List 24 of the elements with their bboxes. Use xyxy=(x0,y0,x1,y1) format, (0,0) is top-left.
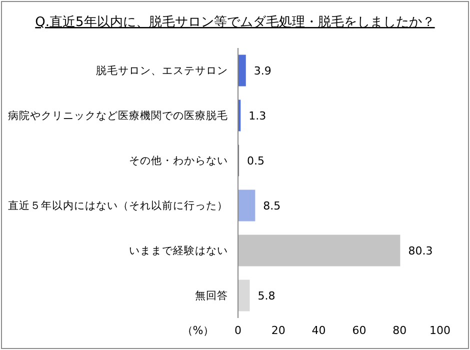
data-label: 80.3 xyxy=(408,244,433,258)
x-tick-label: 60 xyxy=(352,324,366,337)
x-tick-label: 100 xyxy=(430,324,450,337)
bar xyxy=(238,280,250,312)
y-tick-label: 病院やクリニックなど医療機関での医療脱毛 xyxy=(8,108,228,122)
data-label: 1.3 xyxy=(248,109,266,122)
data-label: 5.8 xyxy=(258,289,276,302)
data-label: 8.5 xyxy=(263,199,281,212)
y-tick-label: いままで経験はない xyxy=(129,244,228,257)
x-tick-label: 80 xyxy=(392,324,407,337)
y-tick-label: 無回答 xyxy=(195,290,228,302)
x-tick-label: 0 xyxy=(234,324,242,337)
bar xyxy=(238,54,246,86)
x-axis-title: （%） xyxy=(182,324,214,337)
y-tick-label: 直近５年以内にはない（それ以前に行った） xyxy=(8,198,228,212)
bar xyxy=(238,190,256,222)
x-tick-label: 20 xyxy=(271,324,286,337)
x-tick-label: 40 xyxy=(312,324,326,337)
bar xyxy=(238,234,400,266)
data-label: 0.5 xyxy=(247,154,265,168)
y-tick-label: 脱毛サロン、エステサロン xyxy=(96,64,228,77)
data-label: 3.9 xyxy=(254,64,272,78)
chart-title: Q.直近5年以内に、脱毛サロン等でムダ毛処理・脱毛をしましたか？ xyxy=(35,15,435,30)
y-tick-label: その他・わからない xyxy=(129,154,228,167)
